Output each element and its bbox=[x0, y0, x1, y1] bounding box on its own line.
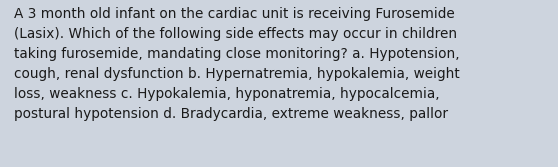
Text: A 3 month old infant on the cardiac unit is receiving Furosemide
(Lasix). Which : A 3 month old infant on the cardiac unit… bbox=[14, 7, 460, 121]
